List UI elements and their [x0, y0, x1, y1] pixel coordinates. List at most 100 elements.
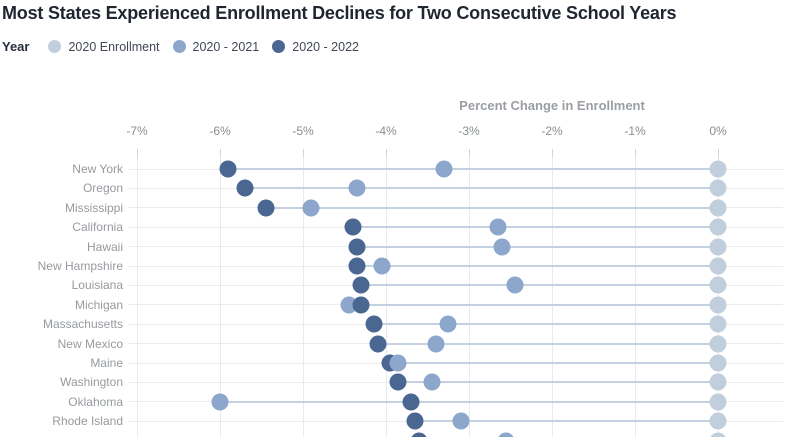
dot-2020---2021-new-mexico	[427, 335, 445, 353]
row-label-massachusetts: Massachusetts	[42, 317, 123, 332]
axis-tick-label: -1%	[624, 124, 646, 138]
gridline	[718, 152, 719, 437]
dot-2020---2022-michigan	[352, 296, 370, 314]
dot-2020---2022-new-hampshire	[348, 257, 366, 275]
dot-2020---2022-washington	[389, 373, 407, 391]
dot-2020-enrollment-california	[709, 218, 727, 236]
dot-2020-enrollment-maine	[709, 354, 727, 372]
dot-2020-enrollment-new-york	[709, 160, 727, 178]
axis-tick-label: -2%	[541, 124, 563, 138]
dot-2020---2021-new-hampshire	[373, 257, 391, 275]
row-connector-line	[390, 362, 718, 364]
row-label-louisiana: Louisiana	[71, 278, 123, 293]
row-label-hawaii: Hawaii	[86, 239, 123, 254]
row-connector-line	[352, 226, 718, 229]
dot-2020-enrollment-hawaii	[709, 238, 727, 256]
chart-title: Most States Experienced Enrollment Decli…	[2, 3, 677, 23]
axis-tick-label: -5%	[292, 124, 314, 138]
axis-tick-label: -6%	[209, 124, 231, 138]
gridline	[469, 152, 470, 437]
dot-2020---2021-maine	[389, 354, 407, 372]
gridline	[386, 152, 387, 437]
row-connector-line	[356, 245, 718, 248]
row-label-mississippi: Mississippi	[64, 200, 123, 215]
dot-2020---2022-new-mexico	[369, 335, 387, 353]
gridline	[635, 152, 636, 437]
legend-dot-2020-2021-icon	[172, 40, 186, 53]
dot-2020---2022-california	[344, 218, 362, 236]
dot-2020---2021-california	[489, 218, 507, 236]
axis-tick-label: -3%	[458, 124, 480, 138]
row-connector-line	[373, 323, 718, 326]
gridline	[137, 152, 138, 437]
row-connector-line	[361, 284, 718, 287]
gridline	[220, 152, 221, 437]
dot-2020---2022-oregon	[236, 179, 254, 197]
row-connector-line	[228, 168, 718, 170]
dot-2020---2022-hawaii	[348, 238, 366, 256]
row-connector-line	[415, 420, 718, 423]
dot-2020-enrollment-rhode-island	[709, 412, 727, 430]
dot-2020---2022-new-york	[219, 160, 237, 178]
dot-2020---2021-massachusetts	[439, 315, 457, 333]
dot-2020---2022-rhode-island	[406, 412, 424, 430]
legend-title: Year	[2, 39, 30, 54]
dot-2020---2021-new-york	[435, 160, 453, 178]
legend-item-2020-enrollment: 2020 Enrollment	[48, 40, 160, 54]
dot-2020-enrollment-row-15	[709, 432, 727, 437]
dot-2020-enrollment-massachusetts	[709, 315, 727, 333]
dot-2020-enrollment-michigan	[709, 296, 727, 314]
row-connector-line	[220, 400, 718, 403]
legend-dot-2020-enrollment-icon	[48, 40, 62, 53]
dot-2020-enrollment-oregon	[709, 179, 727, 197]
row-label-new-hampshire: New Hampshire	[37, 259, 123, 273]
axis-tick-mark	[718, 149, 719, 157]
row-label-new-york: New York	[72, 162, 123, 176]
gridline	[552, 152, 553, 437]
axis-tick-mark	[635, 149, 636, 157]
dot-2020-enrollment-oklahoma	[709, 393, 727, 411]
legend-label-2020-2022: 2020 - 2022	[292, 39, 359, 54]
dot-2020---2022-row-15	[410, 432, 428, 437]
row-connector-line	[398, 381, 718, 384]
legend: Year 2020 Enrollment 2020 - 2021 2020 - …	[2, 39, 359, 54]
dot-2020---2022-louisiana	[352, 276, 370, 294]
axis-tick-mark	[303, 149, 304, 157]
row-connector-line	[356, 265, 718, 267]
row-connector-line	[244, 187, 718, 190]
dot-2020-enrollment-washington	[709, 373, 727, 391]
dot-2020---2021-louisiana	[506, 276, 524, 294]
dot-2020---2022-massachusetts	[365, 315, 383, 333]
dot-2020---2021-oklahoma	[211, 393, 229, 411]
axis-tick-label: -4%	[375, 124, 397, 138]
dot-2020---2021-hawaii	[493, 238, 511, 256]
row-connector-line	[348, 303, 718, 306]
dot-2020---2022-oklahoma	[402, 393, 420, 411]
row-label-oregon: Oregon	[82, 181, 123, 196]
dot-2020---2021-row-15	[497, 432, 515, 437]
axis-tick-mark	[137, 149, 138, 157]
axis-tick-label: 0%	[709, 124, 727, 138]
row-label-rhode-island: Rhode Island	[52, 414, 123, 429]
dot-2020-enrollment-louisiana	[709, 276, 727, 294]
row-label-california: California	[72, 220, 123, 235]
dot-2020-enrollment-new-hampshire	[709, 257, 727, 275]
dot-2020---2022-mississippi	[257, 199, 275, 217]
dot-2020-enrollment-new-mexico	[709, 335, 727, 353]
dot-2020-enrollment-mississippi	[709, 199, 727, 217]
row-connector-line	[265, 206, 718, 209]
dot-2020---2021-rhode-island	[452, 412, 470, 430]
dot-2020---2021-oregon	[348, 179, 366, 197]
axis-tick-label: -7%	[126, 124, 148, 138]
row-connector-line	[377, 342, 718, 345]
legend-item-2020-2022: 2020 - 2022	[272, 40, 359, 54]
legend-item-2020-2021: 2020 - 2021	[172, 39, 260, 54]
axis-tick-mark	[469, 149, 470, 157]
row-label-michigan: Michigan	[74, 297, 123, 312]
axis-tick-mark	[220, 149, 221, 157]
row-label-oklahoma: Oklahoma	[68, 394, 123, 409]
gridline	[303, 152, 304, 437]
dot-2020---2021-mississippi	[302, 199, 320, 217]
legend-label-2020-2021: 2020 - 2021	[192, 39, 260, 54]
